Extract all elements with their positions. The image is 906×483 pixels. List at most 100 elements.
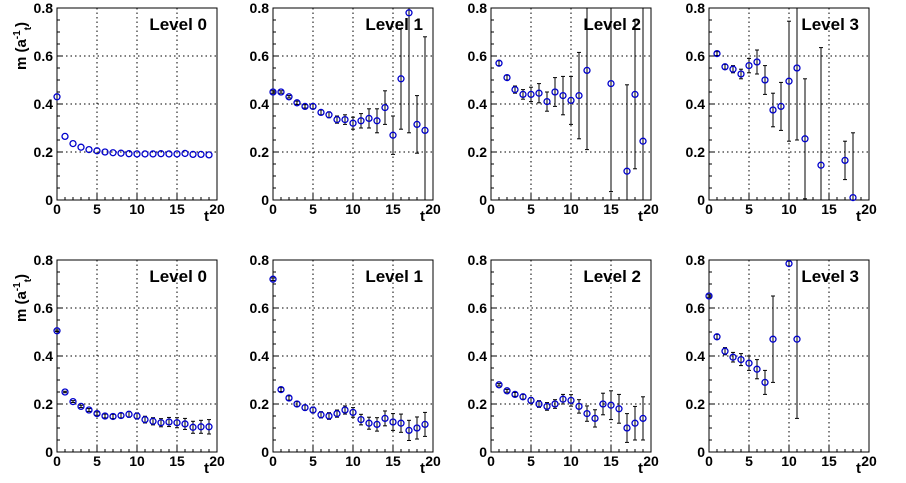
data-point: [277, 385, 285, 394]
data-point: [421, 420, 429, 429]
data-point: [519, 90, 527, 99]
data-point: [551, 400, 559, 408]
data-point: [713, 49, 721, 58]
data-point: [293, 400, 301, 408]
panel-title: Level 2: [583, 267, 641, 286]
data-point: [817, 161, 825, 169]
data-point: [69, 139, 77, 148]
data-point: [527, 396, 535, 405]
data-point: [333, 409, 341, 418]
y-tick-label: 0.2: [250, 144, 270, 160]
x-tick-label: 15: [385, 453, 401, 469]
panel-title: Level 0: [149, 15, 207, 34]
panel-title: Level 3: [801, 267, 859, 286]
data-point: [745, 61, 753, 70]
y-tick-label: 0.8: [468, 0, 488, 16]
data-point: [101, 148, 109, 156]
data-point: [381, 414, 389, 423]
data-point: [793, 335, 801, 343]
x-tick-label: 10: [563, 453, 579, 469]
y-tick-label: 0.6: [468, 48, 488, 64]
data-point: [729, 353, 737, 361]
x-axis-label: t: [204, 460, 209, 477]
x-tick-label: 0: [705, 453, 713, 469]
data-point: [721, 63, 729, 71]
data-point: [373, 117, 381, 125]
x-tick-label: 5: [527, 201, 535, 217]
x-tick-label: 10: [345, 453, 361, 469]
y-axis-label: m (a-1t): [12, 274, 34, 322]
data-point: [357, 117, 365, 125]
data-point: [615, 405, 623, 413]
x-tick-label: 0: [487, 201, 495, 217]
plot-frame: [56, 259, 218, 453]
x-axis-label: t: [638, 460, 643, 477]
data-point: [165, 418, 173, 426]
data-point: [639, 137, 647, 145]
data-point: [575, 91, 583, 100]
x-axis-label: t: [420, 460, 425, 477]
x-tick-label: 0: [487, 453, 495, 469]
data-point: [109, 412, 117, 421]
data-point: [583, 409, 591, 418]
plot-frame: [272, 7, 434, 201]
data-point: [125, 410, 133, 418]
y-tick-label: 0.4: [468, 348, 488, 364]
x-tick-label: 15: [821, 453, 837, 469]
data-point: [713, 333, 721, 341]
data-point: [317, 411, 325, 419]
y-tick-label: 0.4: [686, 348, 706, 364]
data-point: [373, 420, 381, 429]
x-tick-label: 10: [129, 201, 145, 217]
y-tick-label: 0.8: [686, 252, 706, 268]
y-tick-label: 0.8: [250, 0, 270, 16]
x-tick-label: 20: [209, 453, 225, 469]
x-tick-label: 15: [169, 201, 185, 217]
data-point: [309, 406, 317, 414]
data-point: [269, 275, 277, 283]
data-point: [53, 327, 61, 335]
plot-frame: [272, 259, 434, 453]
y-tick-label: 0: [697, 444, 705, 460]
panel-title: Level 3: [801, 15, 859, 34]
data-point: [269, 88, 277, 96]
data-point: [341, 115, 349, 124]
y-axis-label-text: m (a: [13, 39, 30, 71]
data-point: [341, 406, 349, 414]
data-point: [157, 419, 165, 427]
data-point: [189, 423, 197, 431]
y-tick-label: 0: [261, 192, 269, 208]
data-point: [495, 381, 503, 389]
data-point: [405, 426, 413, 435]
data-point: [623, 424, 631, 432]
x-tick-label: 0: [269, 453, 277, 469]
y-tick-label: 0: [45, 444, 53, 460]
data-point: [181, 149, 189, 158]
plot-frame: [490, 7, 652, 201]
data-point: [599, 400, 607, 408]
data-point: [607, 401, 615, 409]
y-tick-label: 0.8: [34, 252, 54, 268]
y-tick-label: 0.2: [468, 396, 488, 412]
data-point: [769, 106, 777, 114]
data-point: [503, 73, 511, 82]
data-point: [527, 90, 535, 99]
data-point: [607, 79, 615, 88]
plot-frame: [56, 7, 218, 201]
data-point: [535, 400, 543, 408]
data-point: [785, 77, 793, 85]
y-tick-label: 0.8: [686, 0, 706, 16]
y-axis-label-sup: -1: [12, 30, 23, 39]
x-tick-label: 20: [209, 201, 225, 217]
data-point: [639, 414, 647, 423]
data-point: [301, 102, 309, 111]
data-point: [293, 99, 301, 107]
y-axis-label-text: m (a: [13, 291, 30, 323]
data-point: [761, 76, 769, 84]
x-tick-label: 0: [269, 201, 277, 217]
data-point: [77, 402, 85, 411]
x-tick-label: 15: [821, 201, 837, 217]
data-point: [125, 150, 133, 158]
data-point: [519, 393, 527, 401]
